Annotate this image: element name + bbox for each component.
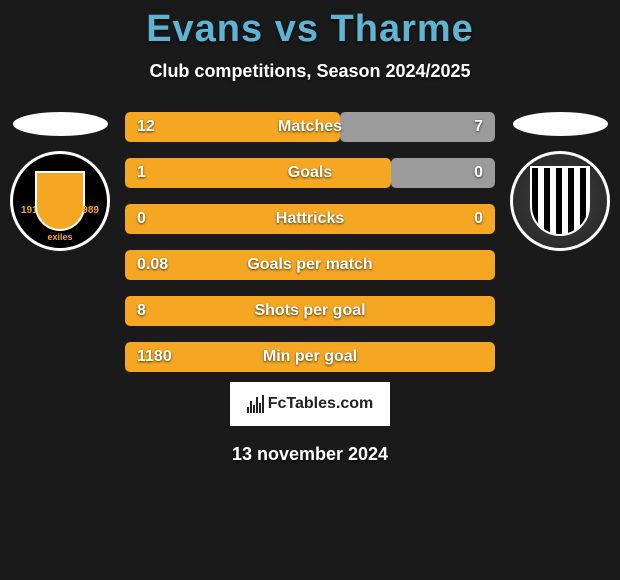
stat-fill-right: [340, 112, 495, 142]
badge-shield-icon: [35, 171, 85, 231]
stat-value-left: 8: [137, 302, 146, 320]
subtitle: Club competitions, Season 2024/2025: [0, 61, 620, 82]
badge-year-right: 1989: [77, 205, 99, 216]
main-row: 1912 1989 exiles 12 Matches 7 1 Goals 0 0 Hattr…: [0, 112, 620, 372]
stat-value-right: 0: [474, 210, 483, 228]
footer-date: 13 november 2024: [0, 444, 620, 465]
brand-text: FcTables.com: [268, 395, 374, 413]
stat-value-left: 12: [137, 118, 155, 136]
page-title: Evans vs Tharme: [0, 8, 620, 51]
stat-value-left: 1180: [137, 348, 172, 366]
player-silhouette-left: [13, 112, 108, 136]
stat-label: Goals per match: [247, 256, 372, 274]
stat-label: Shots per goal: [254, 302, 365, 320]
stat-label: Goals: [288, 164, 332, 182]
team-badge-left: 1912 1989 exiles: [10, 151, 110, 251]
badge-bottom-text: exiles: [47, 232, 72, 242]
stat-value-right: 0: [474, 164, 483, 182]
stat-row: 8 Shots per goal: [125, 296, 495, 326]
team-badge-right: [510, 151, 610, 251]
stat-row: 0 Hattricks 0: [125, 204, 495, 234]
badge-stripes-icon: [530, 166, 590, 236]
chart-icon: [247, 395, 264, 413]
stat-value-left: 0: [137, 210, 146, 228]
stat-label: Hattricks: [276, 210, 344, 228]
player-silhouette-right: [513, 112, 608, 136]
stat-row: 12 Matches 7: [125, 112, 495, 142]
stat-value-left: 0.08: [137, 256, 168, 274]
stat-value-right: 7: [474, 118, 483, 136]
stat-row: 1180 Min per goal: [125, 342, 495, 372]
stat-label: Matches: [278, 118, 342, 136]
right-column: [505, 112, 615, 251]
stat-label: Min per goal: [263, 348, 357, 366]
stat-row: 0.08 Goals per match: [125, 250, 495, 280]
comparison-card: Evans vs Tharme Club competitions, Seaso…: [0, 0, 620, 465]
stat-value-left: 1: [137, 164, 146, 182]
stats-column: 12 Matches 7 1 Goals 0 0 Hattricks 0 0.08 Goals pe…: [125, 112, 495, 372]
left-column: 1912 1989 exiles: [5, 112, 115, 251]
stat-row: 1 Goals 0: [125, 158, 495, 188]
stat-fill-left: [125, 158, 391, 188]
brand-logo[interactable]: FcTables.com: [230, 382, 390, 426]
